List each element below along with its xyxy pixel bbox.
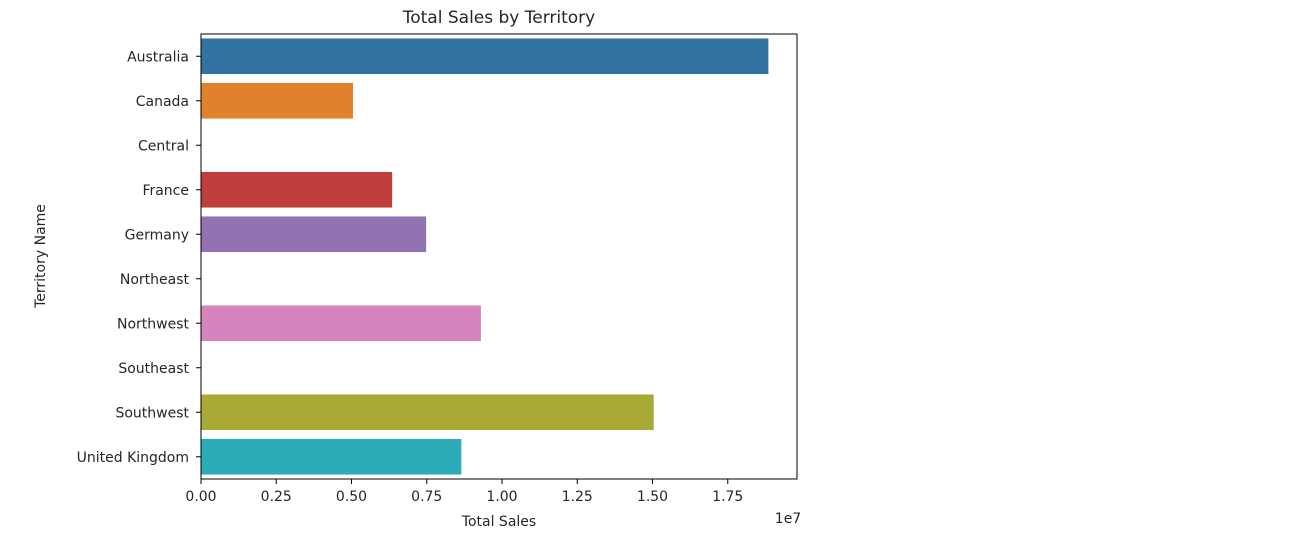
x-tick-label: 0.75 [411,489,442,505]
x-tick-label: 0.00 [185,489,216,505]
y-tick-label: Central [138,138,189,154]
y-tick-label: United Kingdom [77,450,189,466]
bar [201,216,427,253]
plot-frame [200,33,798,480]
x-axis: 0.00 0.25 0.50 0.75 1.00 1.25 1.50 1.75 [185,479,743,505]
chart-title: Total Sales by Territory [402,8,596,28]
y-tick-label: Northwest [117,316,190,332]
bar [201,171,393,208]
x-tick-label: 0.25 [261,489,292,505]
y-tick-label: Canada [136,94,189,110]
y-tick-label: Germany [125,227,189,243]
bars-group [201,38,769,475]
bar [201,438,462,475]
y-tick-label: France [142,183,189,199]
bar [201,38,769,75]
x-tick-label: 1.50 [637,489,668,505]
bar [201,305,481,342]
x-tick-label: 1.75 [712,489,743,505]
y-tick-label: Australia [127,49,189,65]
y-tick-label: Southeast [118,361,189,377]
bar [201,82,354,119]
y-axis: Australia Canada Central France Germany North… [77,49,201,466]
x-axis-label: Total Sales [461,514,536,530]
x-axis-scale-label: 1e7 [775,511,801,527]
y-tick-label: Southwest [115,405,189,421]
x-tick-label: 1.00 [486,489,517,505]
y-axis-label: Territory Name [33,204,49,309]
x-tick-label: 1.25 [562,489,593,505]
x-tick-label: 0.50 [336,489,367,505]
bar [201,394,654,431]
y-tick-label: Northeast [120,272,190,288]
